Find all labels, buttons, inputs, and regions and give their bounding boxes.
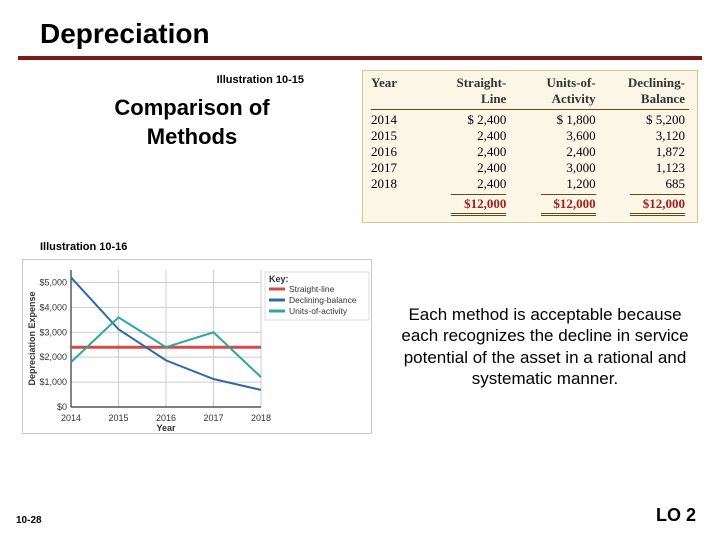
svg-text:Year: Year	[156, 423, 176, 433]
col-declining-balance: Declining- Balance	[600, 75, 689, 107]
cell-db: 1,123	[600, 160, 689, 176]
cell-year: 2016	[371, 144, 421, 160]
cell-sl: 2,400	[421, 144, 510, 160]
col-ua-top: Units-of-	[547, 75, 596, 90]
svg-text:$2,000: $2,000	[39, 352, 67, 362]
illustration-label-mid: Illustration 10-16	[0, 223, 720, 259]
cell-db: 1,872	[600, 144, 689, 160]
col-units-activity: Units-of- Activity	[510, 75, 599, 107]
svg-text:Units-of-activity: Units-of-activity	[289, 306, 348, 316]
cell-db: 3,120	[600, 128, 689, 144]
svg-text:$3,000: $3,000	[39, 327, 67, 337]
table-row: 2014$ 2,400$ 1,800$ 5,200	[371, 112, 689, 128]
svg-text:$0: $0	[57, 402, 67, 412]
col-ua-bot: Activity	[552, 91, 596, 106]
bottom-row: $0 $1,000 $2,000 $3,000 $4,000 $5,000 2014 2015…	[0, 259, 720, 434]
learning-objective: LO 2	[656, 505, 696, 526]
cell-sl: 2,400	[421, 176, 510, 192]
cell-sl: $ 2,400	[421, 112, 510, 128]
cell-sl: 2,400	[421, 160, 510, 176]
table-header: Year Straight- Line Units-of- Activity D…	[371, 75, 689, 110]
col-db-top: Declining-	[628, 75, 685, 90]
svg-text:$1,000: $1,000	[39, 377, 67, 387]
svg-text:Depreciation Expense: Depreciation Expense	[27, 291, 37, 385]
col-year: Year	[371, 75, 421, 107]
depreciation-table: Year Straight- Line Units-of- Activity D…	[362, 70, 698, 223]
col-sl-bot: Line	[481, 91, 506, 106]
illustration-label-top: Illustration 10-15	[22, 74, 362, 86]
table-totals: $12,000 $12,000 $12,000	[371, 194, 689, 216]
cell-ua: 2,400	[510, 144, 599, 160]
cell-db: 685	[600, 176, 689, 192]
cell-year: 2017	[371, 160, 421, 176]
body-text: Each method is acceptable because each r…	[392, 304, 698, 389]
depreciation-chart: $0 $1,000 $2,000 $3,000 $4,000 $5,000 2014 2015…	[22, 259, 372, 434]
cell-year: 2015	[371, 128, 421, 144]
cell-sl: 2,400	[421, 128, 510, 144]
cell-ua: 3,000	[510, 160, 599, 176]
col-sl-top: Straight-	[456, 75, 506, 90]
svg-text:2015: 2015	[108, 413, 128, 423]
cell-ua: 1,200	[510, 176, 599, 192]
table-row: 20172,4003,0001,123	[371, 160, 689, 176]
subheading-line1: Comparison of	[22, 94, 362, 123]
table-row: 20182,4001,200685	[371, 176, 689, 192]
svg-text:$5,000: $5,000	[39, 277, 67, 287]
cell-year: 2014	[371, 112, 421, 128]
slide-number: 10-28	[16, 515, 42, 526]
svg-text:$4,000: $4,000	[39, 302, 67, 312]
total-ua: $12,000	[541, 194, 596, 216]
col-straight-line: Straight- Line	[421, 75, 510, 107]
svg-text:2018: 2018	[251, 413, 271, 423]
cell-ua: $ 1,800	[510, 112, 599, 128]
subheading-line2: Methods	[22, 123, 362, 152]
subhead-block: Illustration 10-15 Comparison of Methods	[22, 70, 362, 223]
page-title: Depreciation	[0, 0, 720, 56]
col-db-bot: Balance	[641, 91, 685, 106]
chart-svg: $0 $1,000 $2,000 $3,000 $4,000 $5,000 2014 2015…	[23, 260, 373, 435]
svg-text:2014: 2014	[61, 413, 81, 423]
cell-year: 2018	[371, 176, 421, 192]
svg-text:2016: 2016	[156, 413, 176, 423]
svg-text:Straight-line: Straight-line	[289, 284, 335, 294]
cell-ua: 3,600	[510, 128, 599, 144]
cell-db: $ 5,200	[600, 112, 689, 128]
total-db: $12,000	[630, 194, 685, 216]
table-row: 20152,4003,6003,120	[371, 128, 689, 144]
title-rule	[18, 56, 702, 60]
svg-text:2017: 2017	[203, 413, 223, 423]
svg-text:Declining-balance: Declining-balance	[289, 295, 357, 305]
svg-text:Key:: Key:	[269, 274, 289, 284]
body-text-block: Each method is acceptable because each r…	[392, 259, 698, 434]
table-body: 2014$ 2,400$ 1,800$ 5,20020152,4003,6003…	[371, 112, 689, 192]
top-row: Illustration 10-15 Comparison of Methods…	[0, 70, 720, 223]
total-sl: $12,000	[451, 194, 506, 216]
table-row: 20162,4002,4001,872	[371, 144, 689, 160]
